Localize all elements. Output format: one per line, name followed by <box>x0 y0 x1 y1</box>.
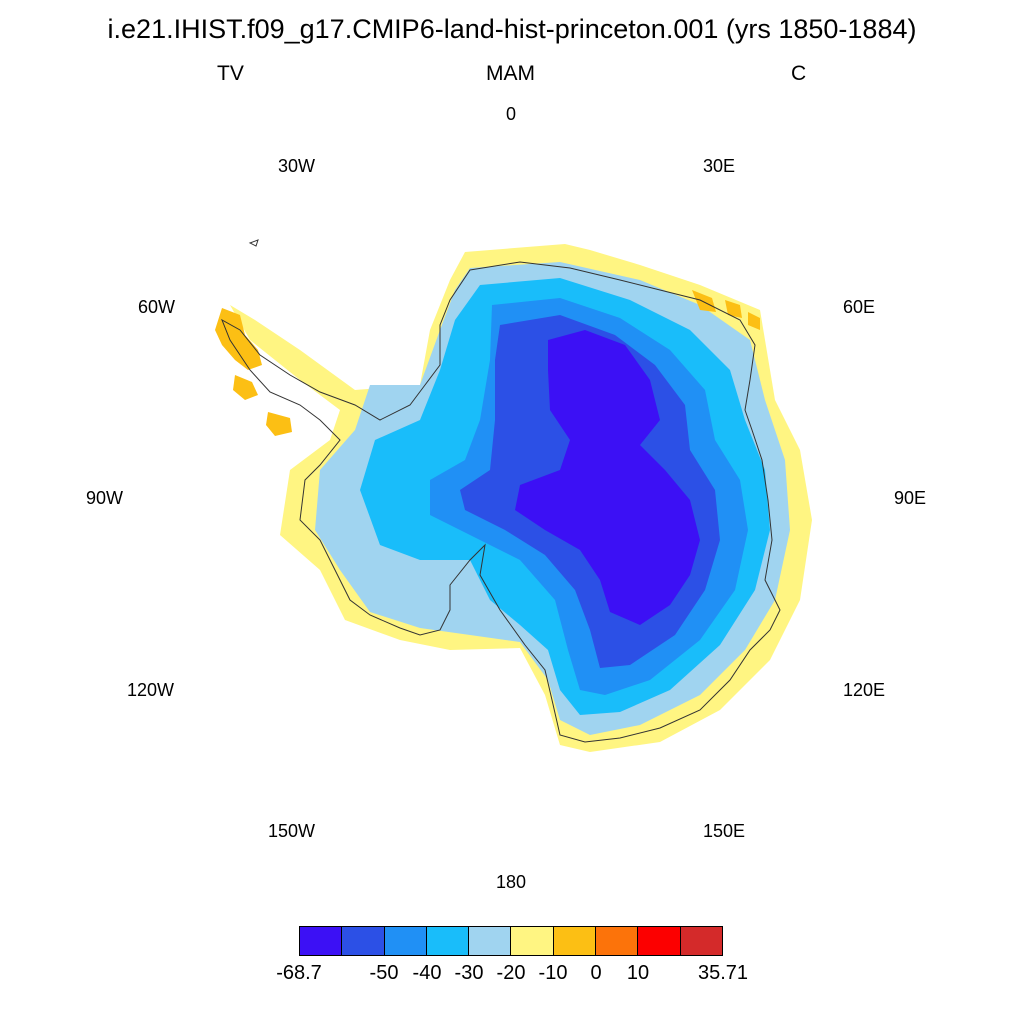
colorbar-swatch <box>680 927 722 955</box>
colorbar-label: 35.71 <box>697 962 749 984</box>
coastline <box>221 261 781 743</box>
patch-orange-peninsula-3 <box>266 412 292 436</box>
colorbar-label: -30 <box>454 962 484 984</box>
colorbar-swatch <box>300 927 343 955</box>
lon-label-90e: 90E <box>894 488 927 508</box>
colorbar <box>299 926 723 956</box>
colorbar-label: -68.7 <box>276 962 322 984</box>
plot-title: i.e21.IHIST.f09_g17.CMIP6-land-hist-prin… <box>107 14 917 44</box>
lon-label-120e: 120E <box>843 680 886 700</box>
colorbar-label: -50 <box>369 962 399 984</box>
lon-label-30e: 30E <box>703 156 736 176</box>
lon-label-90w: 90W <box>86 488 124 508</box>
patch-orange-peninsula-1 <box>215 308 262 370</box>
variable-label: TV <box>217 62 244 85</box>
colorbar-swatch <box>426 927 470 955</box>
band-violet <box>515 330 700 625</box>
season-label: MAM <box>486 62 535 85</box>
colorbar-swatch <box>553 927 597 955</box>
lon-label-0: 0 <box>506 104 517 124</box>
colorbar-swatch <box>511 927 554 955</box>
lon-label-150w: 150W <box>268 821 316 841</box>
colorbar-label: -20 <box>496 962 526 984</box>
colorbar-swatch <box>638 927 681 955</box>
patch-orange-east-1 <box>692 290 716 312</box>
patch-orange-east-3 <box>748 312 760 330</box>
lon-label-30w: 30W <box>278 156 316 176</box>
lon-label-180: 180 <box>496 872 527 892</box>
lon-label-150e: 150E <box>703 821 746 841</box>
island <box>248 239 259 247</box>
colorbar-label: 10 <box>626 962 650 984</box>
colorbar-label: -10 <box>538 962 568 984</box>
colorbar-swatch <box>596 927 639 955</box>
colorbar-swatch <box>469 927 512 955</box>
colorbar-swatch <box>342 927 385 955</box>
patch-orange-peninsula-2 <box>233 375 258 400</box>
units-label: C <box>791 62 807 85</box>
colorbar-label: -40 <box>412 962 442 984</box>
patch-orange-east-2 <box>725 300 742 318</box>
lon-label-60w: 60W <box>138 297 176 317</box>
colorbar-label: 0 <box>590 962 602 984</box>
colorbar-swatch <box>384 927 427 955</box>
lon-label-120w: 120W <box>127 680 175 700</box>
lon-label-60e: 60E <box>843 297 876 317</box>
